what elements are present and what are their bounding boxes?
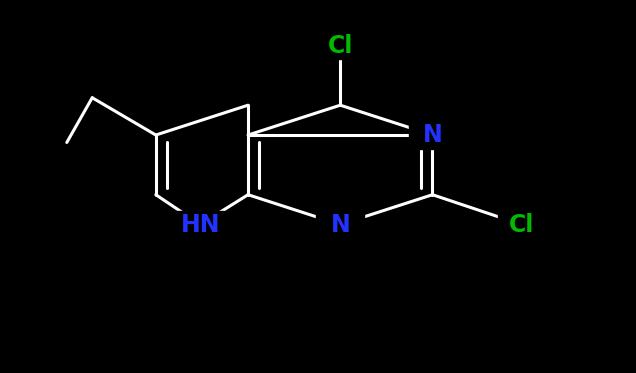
Bar — [497, 210, 545, 239]
Text: HN: HN — [181, 213, 220, 236]
Bar — [409, 121, 457, 149]
Bar — [177, 210, 225, 239]
Bar — [317, 32, 364, 59]
Text: N: N — [422, 123, 443, 147]
Text: Cl: Cl — [328, 34, 353, 57]
Bar — [317, 210, 364, 239]
Text: N: N — [330, 213, 350, 236]
Text: Cl: Cl — [509, 213, 534, 236]
